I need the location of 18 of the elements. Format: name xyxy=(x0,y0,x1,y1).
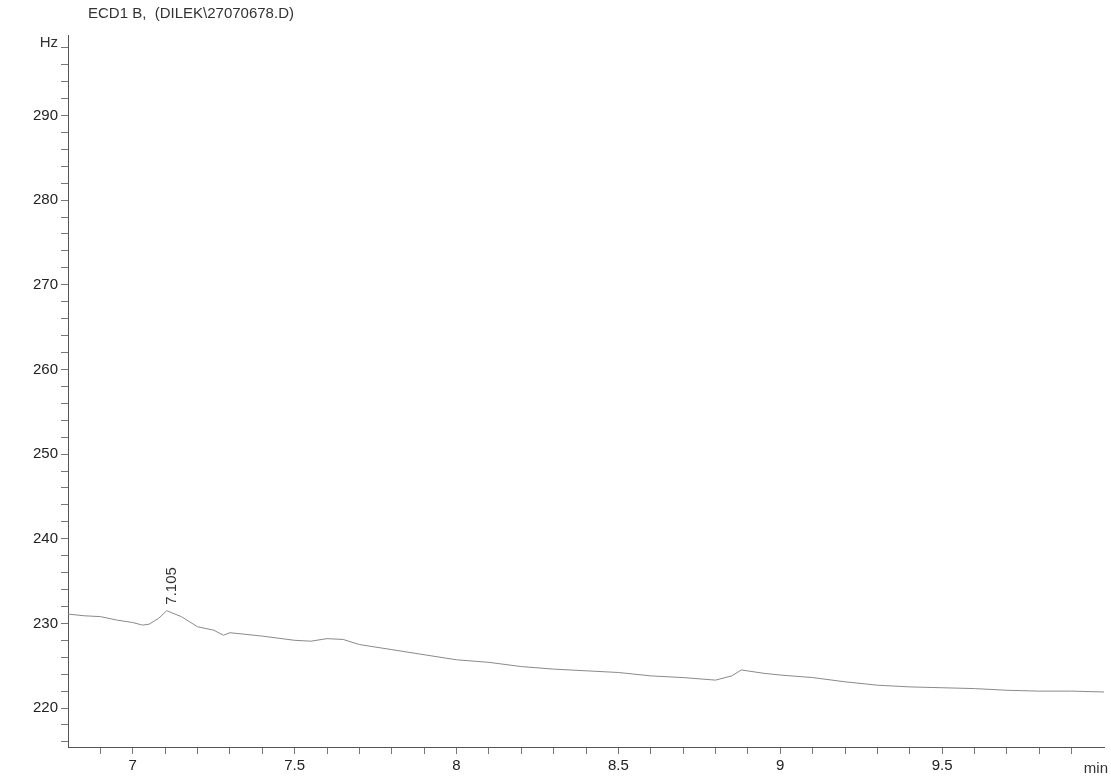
x-tick-label: 9.5 xyxy=(931,756,953,774)
y-tick-label: 260 xyxy=(33,359,59,377)
x-tick-label: 8.5 xyxy=(607,756,629,774)
annotation: 7.105 xyxy=(161,567,179,605)
y-tick-label: 280 xyxy=(33,190,59,208)
x-tick-label: 7.5 xyxy=(284,756,306,774)
y-tick-label: 230 xyxy=(33,613,59,631)
y-tick-label: 220 xyxy=(33,698,59,716)
y-tick-label: 270 xyxy=(33,274,59,292)
x-tick-label: 8 xyxy=(452,756,461,774)
x-axis-title: min xyxy=(1083,759,1108,777)
chart-title: ECD1 B, (DILEK\27070678.D) xyxy=(88,4,294,22)
x-tick-label: 7 xyxy=(128,756,137,774)
y-tick-label: 250 xyxy=(33,444,59,462)
y-tick-label: 290 xyxy=(33,105,59,123)
x-tick-label: 9 xyxy=(776,756,785,774)
y-axis-title: Hz xyxy=(39,33,59,51)
y-tick-label: 240 xyxy=(33,528,59,546)
